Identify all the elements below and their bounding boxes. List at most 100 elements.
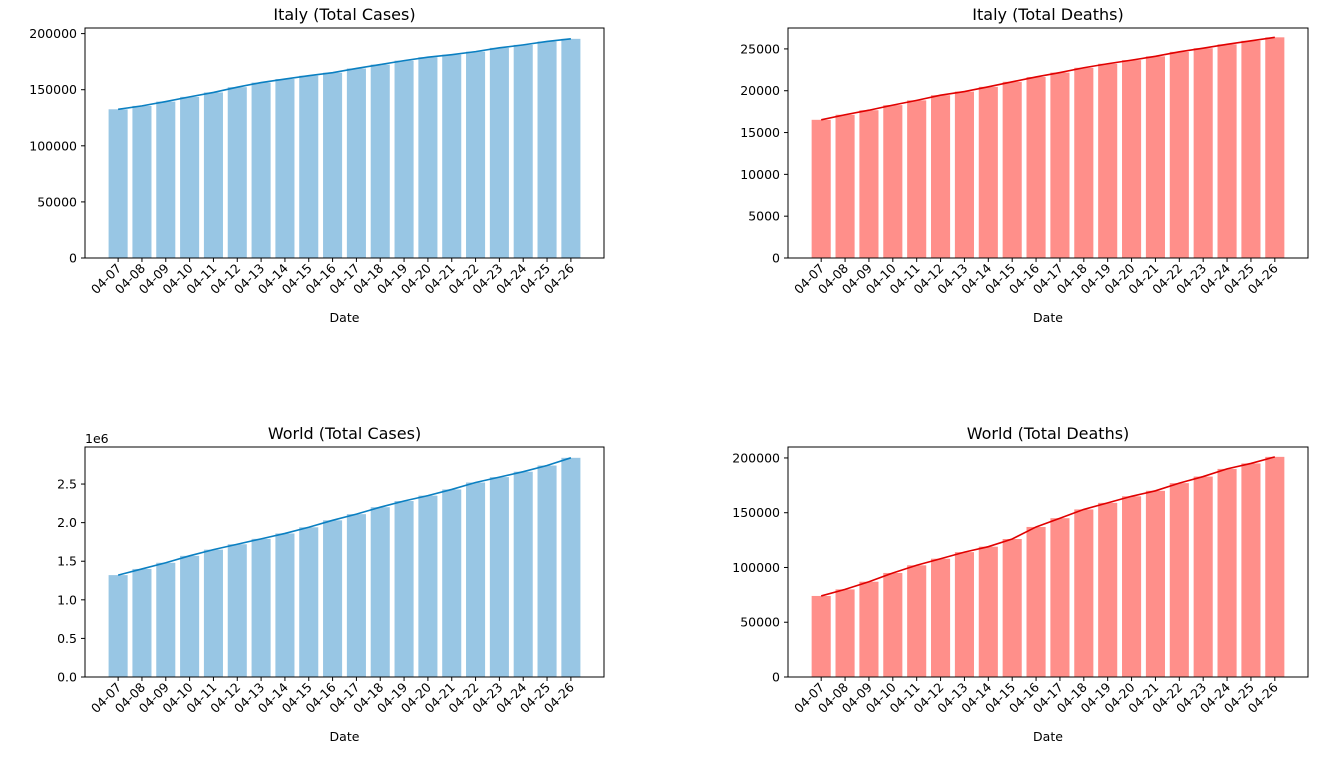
series-line — [821, 36, 1275, 121]
bar-04-08 — [835, 114, 855, 258]
plot-frame — [787, 27, 1309, 259]
bar-04-13 — [251, 82, 271, 258]
bar-04-20 — [1122, 60, 1142, 259]
chart-title: Italy (Total Cases) — [273, 5, 415, 24]
bar-04-15 — [1002, 539, 1022, 677]
y-tick-label: 5000 — [748, 209, 780, 224]
x-axis-label: Date — [330, 310, 360, 325]
bar-04-13 — [954, 552, 974, 677]
bar-04-25 — [537, 465, 557, 677]
bar-04-18 — [370, 64, 390, 258]
bar-04-26 — [1265, 456, 1285, 677]
bar-04-25 — [1241, 463, 1261, 677]
bar-04-13 — [251, 538, 271, 677]
bar-04-18 — [370, 507, 390, 677]
bar-04-10 — [180, 96, 200, 258]
bar-04-17 — [346, 514, 366, 677]
bar-04-12 — [227, 87, 247, 258]
y-tick-label: 1.0 — [57, 592, 77, 607]
bar-04-15 — [299, 75, 319, 258]
y-tick-label: 150000 — [29, 82, 77, 97]
bar-04-08 — [132, 568, 152, 677]
chart-title: Italy (Total Deaths) — [972, 5, 1123, 24]
bar-04-11 — [203, 549, 223, 677]
bar-04-24 — [513, 44, 533, 258]
bar-04-20 — [418, 57, 438, 259]
bar-04-07 — [108, 109, 128, 258]
bar-04-17 — [1050, 72, 1070, 258]
bar-04-26 — [561, 38, 581, 258]
series-line — [117, 457, 572, 576]
y-tick-label: 200000 — [29, 26, 77, 41]
bar-04-24 — [513, 471, 533, 677]
bar-04-22 — [466, 482, 486, 677]
bar-04-07 — [811, 119, 831, 258]
plot-frame — [84, 446, 605, 678]
bar-04-10 — [883, 105, 903, 259]
bar-04-14 — [978, 546, 998, 677]
bar-04-19 — [1098, 63, 1118, 258]
chart-title: World (Total Deaths) — [967, 424, 1130, 443]
bar-04-13 — [954, 91, 974, 258]
bar-04-14 — [275, 79, 295, 258]
bar-04-11 — [907, 100, 927, 258]
bar-04-09 — [156, 101, 176, 258]
y-tick-label: 10000 — [740, 167, 780, 182]
bar-04-26 — [1265, 37, 1285, 258]
bar-04-25 — [537, 41, 557, 258]
bar-04-12 — [931, 95, 951, 259]
bar-04-12 — [227, 544, 247, 677]
bar-04-14 — [978, 86, 998, 258]
bar-04-23 — [489, 477, 509, 677]
bar-04-12 — [931, 558, 951, 677]
y-tick-label: 15000 — [740, 125, 780, 140]
bar-04-19 — [394, 501, 414, 677]
y-tick-label: 2.0 — [57, 515, 77, 530]
series-line — [118, 38, 571, 111]
italy-total-deaths-chart: Italy (Total Deaths) Date 0 5000 10000 1500… — [740, 5, 1309, 325]
bar-04-19 — [1098, 502, 1118, 677]
bar-04-07 — [811, 595, 831, 677]
y-tick-label: 0.0 — [57, 670, 77, 685]
bar-04-23 — [489, 47, 509, 258]
bar-04-22 — [1169, 51, 1189, 258]
y-tick-label: 2.5 — [57, 477, 77, 492]
plot-frame — [84, 27, 605, 259]
bar-04-10 — [883, 572, 903, 677]
bar-04-09 — [859, 110, 879, 258]
bar-04-16 — [1026, 526, 1046, 677]
bar-04-22 — [1169, 483, 1189, 677]
y-tick-label: 100000 — [29, 138, 77, 153]
bar-04-09 — [156, 562, 176, 677]
bar-04-23 — [1193, 476, 1213, 677]
bar-04-08 — [132, 105, 152, 258]
bar-04-23 — [1193, 48, 1213, 259]
bar-04-20 — [418, 495, 438, 677]
bar-04-16 — [323, 72, 343, 258]
bar-04-11 — [203, 92, 223, 259]
bar-04-17 — [1050, 518, 1070, 677]
bar-04-19 — [394, 60, 414, 259]
bar-04-21 — [442, 489, 462, 677]
y-tick-label: 0 — [69, 251, 77, 266]
bar-04-16 — [1026, 76, 1046, 258]
bar-04-20 — [1122, 496, 1142, 677]
y-tick-label: 0.5 — [57, 631, 77, 646]
bar-04-24 — [1217, 468, 1237, 677]
bar-04-21 — [442, 54, 462, 258]
bar-04-08 — [835, 589, 855, 677]
x-axis-label: Date — [1033, 729, 1063, 744]
y-tick-label: 25000 — [740, 41, 780, 56]
bar-04-21 — [1145, 56, 1165, 258]
x-axis-label: Date — [1033, 310, 1063, 325]
bar-04-14 — [275, 533, 295, 677]
world-total-cases-chart: World (Total Cases) Date 1e6 0.0 0.5 1.0 1.… — [57, 424, 605, 744]
bar-04-15 — [1002, 81, 1022, 258]
bar-04-24 — [1217, 44, 1237, 258]
bar-04-18 — [1074, 509, 1094, 677]
bar-04-22 — [466, 51, 486, 258]
plot-frame — [787, 446, 1309, 678]
world-total-deaths-chart: World (Total Deaths) Date 0 50000 100000 15… — [732, 424, 1309, 744]
bar-04-18 — [1074, 67, 1094, 259]
